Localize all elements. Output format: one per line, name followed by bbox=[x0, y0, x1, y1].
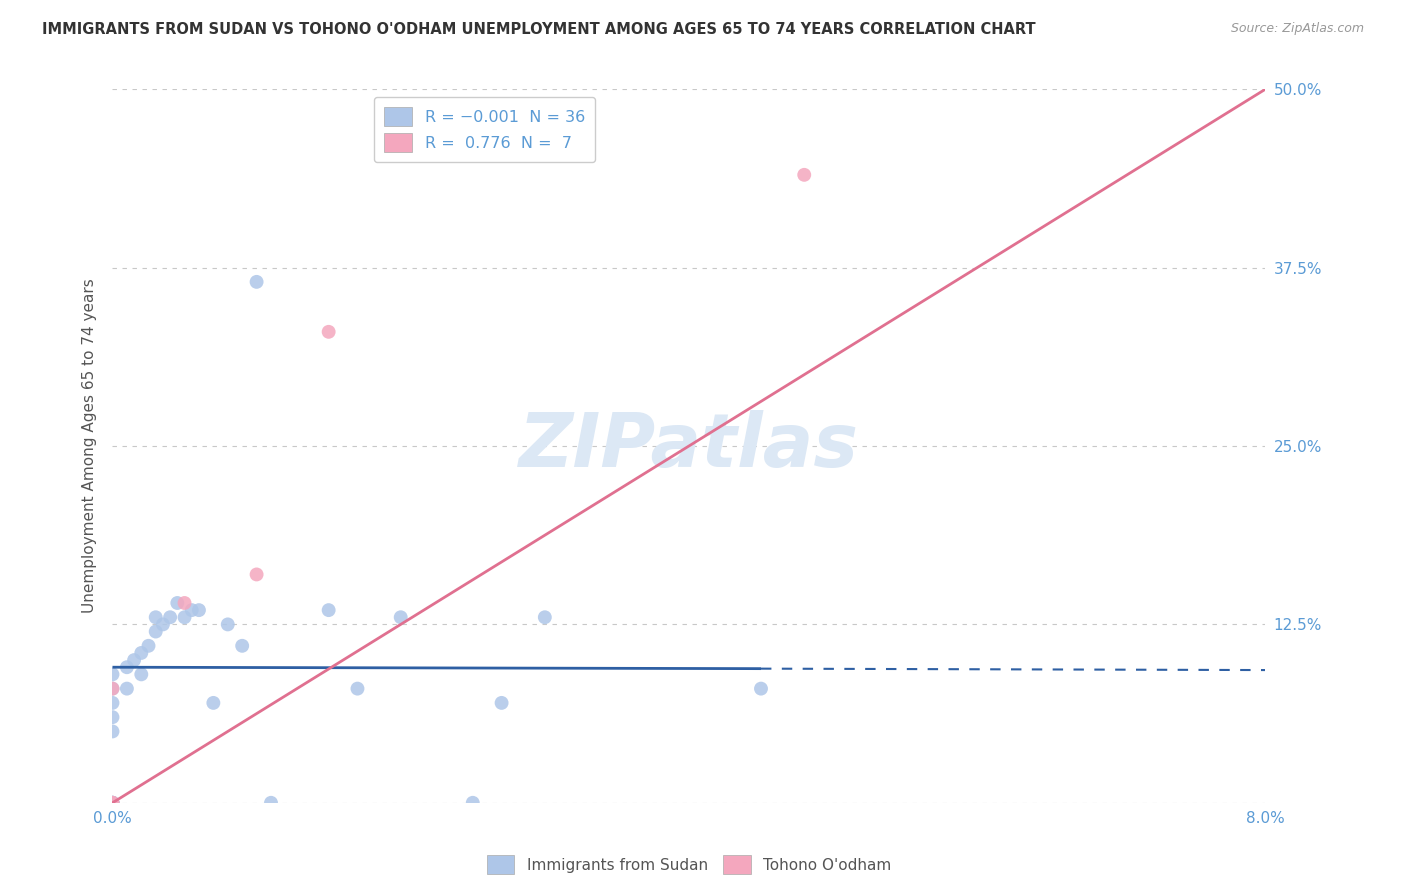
Point bbox=[173, 610, 195, 624]
Point bbox=[461, 796, 484, 810]
Point bbox=[166, 596, 188, 610]
Point bbox=[101, 710, 124, 724]
Point bbox=[187, 603, 211, 617]
Point bbox=[749, 681, 772, 696]
Point bbox=[202, 696, 225, 710]
Point bbox=[122, 653, 145, 667]
Point bbox=[217, 617, 239, 632]
Point bbox=[491, 696, 513, 710]
Point bbox=[346, 681, 368, 696]
Point bbox=[129, 646, 153, 660]
Point bbox=[101, 796, 124, 810]
Point bbox=[245, 567, 267, 582]
Text: ZIPatlas: ZIPatlas bbox=[519, 409, 859, 483]
Point bbox=[389, 610, 412, 624]
Point bbox=[145, 624, 167, 639]
Point bbox=[101, 696, 124, 710]
Point bbox=[318, 325, 340, 339]
Point bbox=[318, 603, 340, 617]
Point bbox=[159, 610, 181, 624]
Point bbox=[231, 639, 253, 653]
Y-axis label: Unemployment Among Ages 65 to 74 years: Unemployment Among Ages 65 to 74 years bbox=[82, 278, 97, 614]
Point bbox=[260, 796, 283, 810]
Point bbox=[173, 596, 195, 610]
Point bbox=[533, 610, 555, 624]
Point bbox=[101, 681, 124, 696]
Point bbox=[101, 796, 124, 810]
Legend: R = −0.001  N = 36, R =  0.776  N =  7: R = −0.001 N = 36, R = 0.776 N = 7 bbox=[374, 97, 595, 161]
Point bbox=[101, 796, 124, 810]
Point bbox=[101, 796, 124, 810]
Point bbox=[101, 796, 124, 810]
Text: Source: ZipAtlas.com: Source: ZipAtlas.com bbox=[1230, 22, 1364, 36]
Point bbox=[101, 667, 124, 681]
Point bbox=[101, 796, 124, 810]
Legend: Immigrants from Sudan, Tohono O'odham: Immigrants from Sudan, Tohono O'odham bbox=[481, 849, 897, 880]
Point bbox=[129, 667, 153, 681]
Point bbox=[101, 681, 124, 696]
Point bbox=[152, 617, 174, 632]
Point bbox=[180, 603, 202, 617]
Point bbox=[793, 168, 815, 182]
Point bbox=[145, 610, 167, 624]
Point bbox=[245, 275, 267, 289]
Point bbox=[115, 660, 138, 674]
Point bbox=[138, 639, 160, 653]
Point bbox=[101, 724, 124, 739]
Point bbox=[115, 681, 138, 696]
Text: IMMIGRANTS FROM SUDAN VS TOHONO O'ODHAM UNEMPLOYMENT AMONG AGES 65 TO 74 YEARS C: IMMIGRANTS FROM SUDAN VS TOHONO O'ODHAM … bbox=[42, 22, 1036, 37]
Point bbox=[101, 796, 124, 810]
